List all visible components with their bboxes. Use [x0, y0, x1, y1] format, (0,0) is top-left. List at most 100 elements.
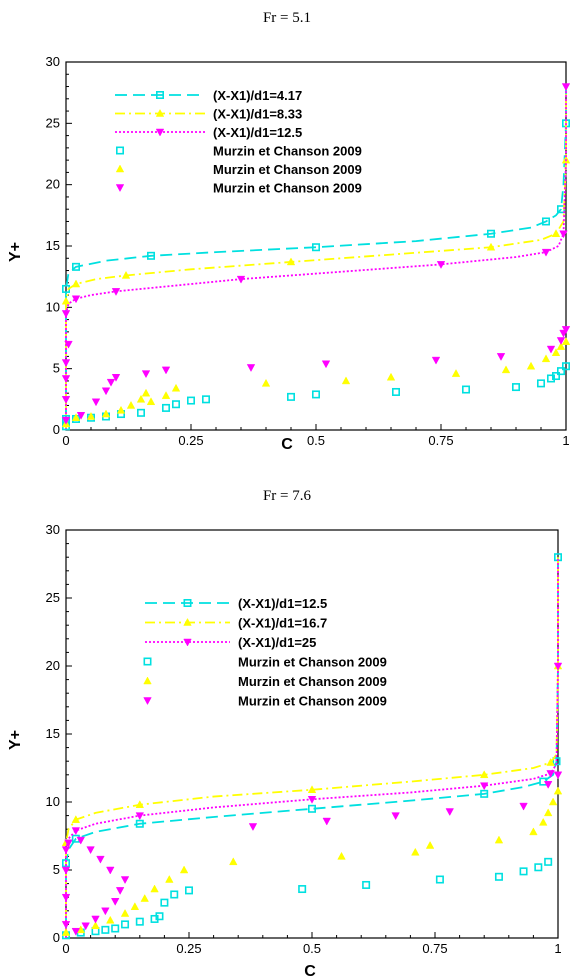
series-5: [61, 337, 571, 428]
legend-label: Murzin et Chanson 2009: [213, 162, 362, 177]
data-point: [561, 362, 570, 371]
data-point: [539, 817, 548, 826]
data-point: [553, 786, 563, 795]
plot-frame: [65, 529, 559, 939]
data-point: [141, 370, 151, 379]
data-point: [561, 326, 571, 334]
data-point: [61, 921, 71, 929]
data-point: [461, 385, 470, 394]
series-1: [61, 553, 562, 938]
legend-entry: Murzin et Chanson 2009: [143, 694, 387, 709]
data-point: [337, 851, 346, 860]
data-point: [541, 354, 551, 363]
data-point: [126, 400, 136, 409]
y-tick-label: 30: [46, 54, 60, 69]
series-4: [61, 362, 570, 431]
data-point: [511, 383, 520, 392]
line-point: [61, 296, 71, 305]
data-point: [172, 400, 181, 409]
line-point: [436, 261, 446, 269]
line-point: [307, 785, 317, 794]
legend-marker: [115, 184, 125, 193]
data-point: [322, 817, 331, 826]
y-tick-label: 20: [46, 177, 60, 192]
series-2: [61, 86, 571, 430]
line-point: [307, 796, 317, 804]
line-point: [546, 770, 555, 778]
x-tick-label: 0.25: [176, 941, 201, 956]
panel2-chart: 0 0.25 0.5 0.75 1051015202530(X-X1)/d1=12.5(…: [46, 522, 563, 956]
legend-label: Murzin et Chanson 2009: [238, 655, 387, 670]
data-point: [519, 802, 528, 811]
data-point: [81, 922, 90, 931]
x-tick-label: 0.5: [307, 433, 325, 448]
data-point: [546, 345, 556, 354]
data-point: [501, 365, 511, 374]
data-point: [91, 398, 101, 407]
series-line: [65, 86, 567, 430]
data-point: [556, 342, 566, 350]
x-tick-label: 0.75: [422, 941, 447, 956]
legend-label: (X-X1)/d1=8.33: [213, 107, 302, 122]
y-tick-label: 25: [46, 115, 60, 130]
series-5: [61, 786, 563, 936]
data-point: [548, 797, 558, 806]
line-point: [479, 782, 489, 791]
x-tick-label: 0.5: [303, 941, 321, 956]
y-tick-label: 20: [46, 658, 60, 673]
data-point: [543, 781, 553, 789]
x-tick-label: 1: [562, 433, 569, 448]
data-point: [202, 395, 211, 404]
line-point: [61, 846, 71, 855]
line-point: [311, 243, 320, 252]
data-point: [556, 337, 566, 345]
data-point: [101, 409, 111, 418]
data-point: [551, 348, 561, 356]
line-point: [71, 815, 81, 823]
data-point: [445, 808, 454, 817]
data-point: [187, 396, 196, 405]
data-point: [120, 908, 130, 917]
line-point: [486, 242, 496, 251]
legend-entry: (X-X1)/d1=25: [145, 635, 316, 650]
data-point: [115, 887, 125, 895]
data-point: [544, 857, 553, 866]
data-point: [135, 917, 144, 926]
line-point: [546, 758, 555, 766]
data-point: [106, 378, 116, 387]
legend-marker: [143, 697, 152, 706]
data-point: [165, 874, 174, 883]
panel2-xlabel: C: [304, 963, 316, 978]
series-line: [65, 86, 567, 430]
data-point: [556, 367, 565, 376]
y-tick-label: 15: [46, 726, 60, 741]
x-tick-label: 0.75: [428, 433, 453, 448]
data-point: [91, 915, 100, 924]
line-point: [480, 789, 489, 798]
data-point: [161, 366, 171, 375]
data-point: [286, 392, 295, 401]
legend-entry: Murzin et Chanson 2009: [116, 144, 362, 159]
legend-label: (X-X1)/d1=4.17: [213, 88, 302, 103]
data-point: [140, 894, 149, 902]
data-point: [185, 886, 194, 895]
data-point: [130, 902, 140, 910]
data-point: [61, 416, 71, 425]
series-line: [65, 86, 567, 430]
y-tick-label: 0: [53, 422, 60, 437]
data-point: [150, 884, 159, 893]
data-point: [61, 866, 71, 875]
data-point: [431, 356, 441, 365]
panel1-title: Fr = 5.1: [263, 10, 311, 26]
legend-entry: (X-X1)/d1=8.33: [115, 107, 302, 122]
y-tick-label: 25: [46, 590, 60, 605]
data-point: [86, 846, 95, 855]
line-point: [486, 229, 495, 238]
line-point: [121, 270, 131, 279]
y-tick-label: 15: [46, 238, 60, 253]
panel1-xlabel: C: [281, 436, 293, 453]
data-point: [391, 812, 400, 821]
legend-marker: [183, 638, 192, 647]
legend-entry: (X-X1)/d1=4.17: [115, 88, 302, 103]
data-point: [71, 413, 81, 421]
